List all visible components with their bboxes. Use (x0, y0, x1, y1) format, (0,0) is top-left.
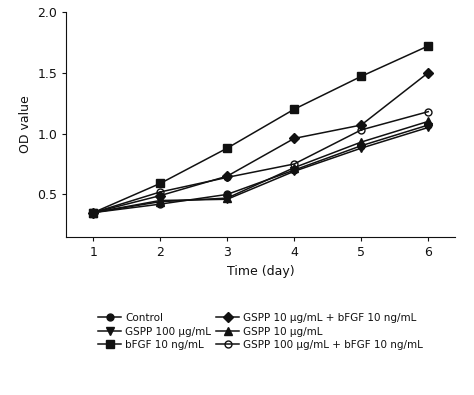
GSPP 100 μg/mL + bFGF 10 ng/mL (224, 175, 230, 180)
GSPP 10 μg/mL + bFGF 10 ng/mL (224, 174, 230, 179)
GSPP 100 μg/mL (91, 210, 96, 215)
GSPP 10 μg/mL (358, 140, 364, 145)
GSPP 100 μg/mL + bFGF 10 ng/mL (157, 190, 163, 194)
Line: GSPP 100 μg/mL: GSPP 100 μg/mL (89, 123, 432, 217)
Line: GSPP 10 μg/mL: GSPP 10 μg/mL (89, 117, 432, 217)
GSPP 100 μg/mL + bFGF 10 ng/mL (358, 128, 364, 132)
Control (292, 168, 297, 173)
GSPP 100 μg/mL + bFGF 10 ng/mL (292, 162, 297, 166)
GSPP 10 μg/mL + bFGF 10 ng/mL (425, 70, 431, 75)
Control (425, 123, 431, 128)
bFGF 10 ng/mL (157, 181, 163, 186)
Control (91, 210, 96, 215)
Line: GSPP 10 μg/mL + bFGF 10 ng/mL: GSPP 10 μg/mL + bFGF 10 ng/mL (90, 69, 432, 216)
bFGF 10 ng/mL (425, 43, 431, 48)
GSPP 10 μg/mL + bFGF 10 ng/mL (91, 210, 96, 215)
Y-axis label: OD value: OD value (19, 96, 32, 153)
GSPP 100 μg/mL (157, 198, 163, 203)
GSPP 100 μg/mL (224, 197, 230, 201)
Line: bFGF 10 ng/mL: bFGF 10 ng/mL (89, 42, 432, 217)
Control (224, 192, 230, 197)
GSPP 100 μg/mL + bFGF 10 ng/mL (425, 109, 431, 114)
GSPP 10 μg/mL + bFGF 10 ng/mL (292, 136, 297, 141)
bFGF 10 ng/mL (91, 210, 96, 215)
GSPP 10 μg/mL (157, 199, 163, 204)
Control (358, 143, 364, 148)
GSPP 10 μg/mL + bFGF 10 ng/mL (358, 123, 364, 128)
GSPP 10 μg/mL + bFGF 10 ng/mL (157, 193, 163, 198)
Legend: Control, GSPP 100 μg/mL, bFGF 10 ng/mL, GSPP 10 μg/mL + bFGF 10 ng/mL, GSPP 10 μ: Control, GSPP 100 μg/mL, bFGF 10 ng/mL, … (95, 310, 427, 353)
GSPP 10 μg/mL (292, 165, 297, 170)
GSPP 100 μg/mL (292, 169, 297, 174)
Control (157, 202, 163, 207)
GSPP 100 μg/mL (358, 146, 364, 150)
bFGF 10 ng/mL (224, 146, 230, 150)
Line: Control: Control (90, 122, 432, 216)
GSPP 10 μg/mL (91, 210, 96, 215)
Line: GSPP 100 μg/mL + bFGF 10 ng/mL: GSPP 100 μg/mL + bFGF 10 ng/mL (90, 108, 432, 216)
GSPP 10 μg/mL (425, 119, 431, 124)
GSPP 100 μg/mL (425, 125, 431, 130)
bFGF 10 ng/mL (358, 74, 364, 79)
GSPP 10 μg/mL (224, 196, 230, 200)
X-axis label: Time (day): Time (day) (227, 265, 294, 278)
GSPP 100 μg/mL + bFGF 10 ng/mL (91, 210, 96, 215)
bFGF 10 ng/mL (292, 107, 297, 111)
